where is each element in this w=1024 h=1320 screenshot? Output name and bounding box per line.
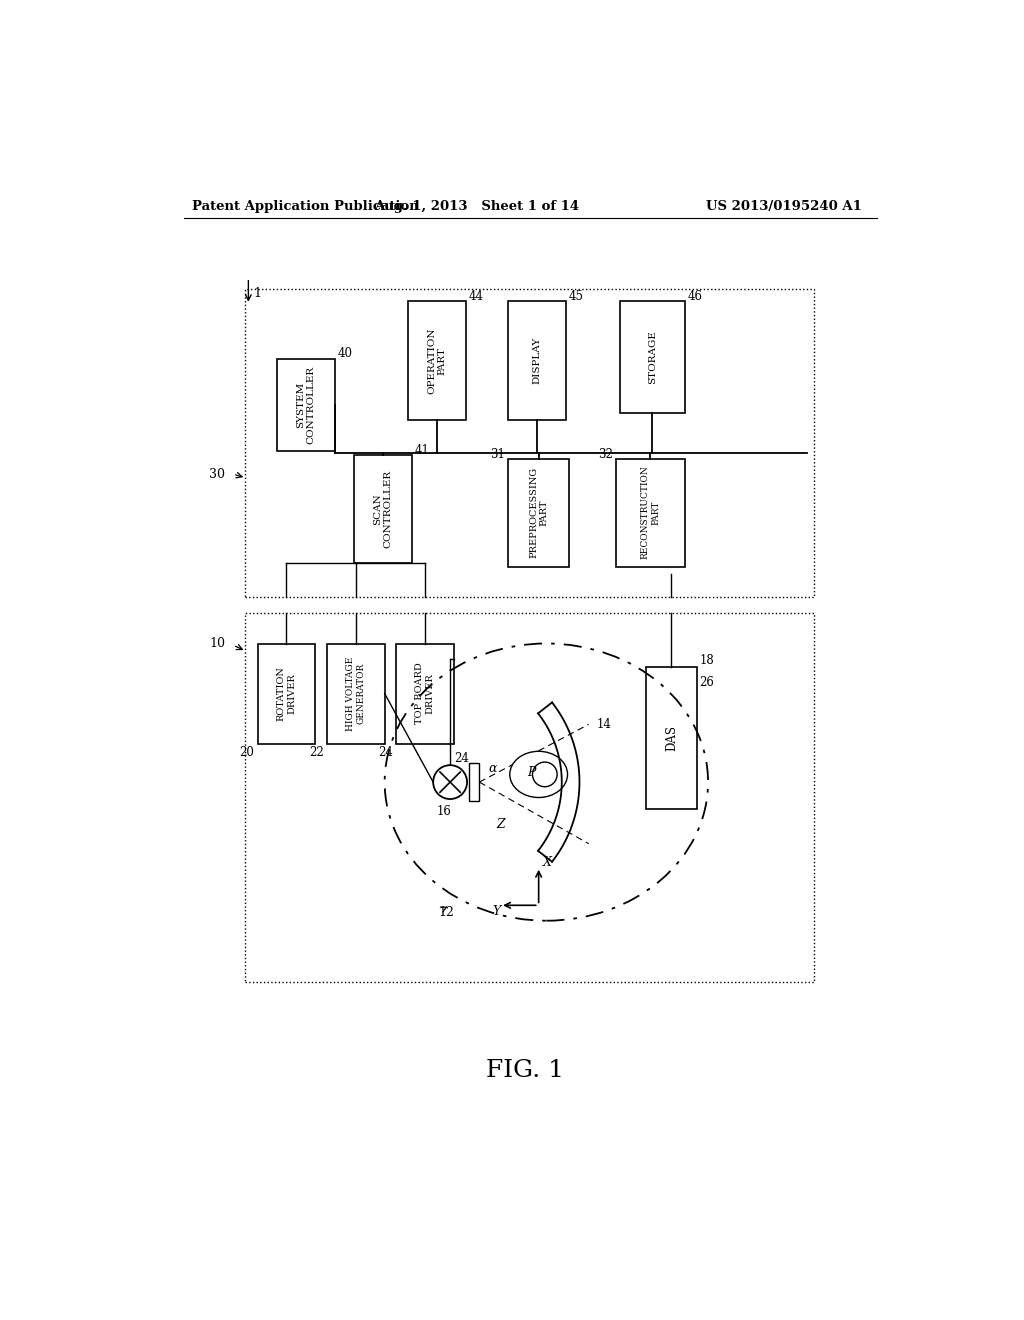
- Text: Aug. 1, 2013   Sheet 1 of 14: Aug. 1, 2013 Sheet 1 of 14: [375, 199, 580, 213]
- Text: 41: 41: [415, 444, 429, 457]
- Text: SCAN
CONTROLLER: SCAN CONTROLLER: [373, 470, 392, 548]
- Text: FIG. 1: FIG. 1: [485, 1060, 564, 1082]
- Text: RECONSTRUCTION
PART: RECONSTRUCTION PART: [641, 466, 660, 560]
- Bar: [258, 644, 315, 743]
- Text: 26: 26: [699, 676, 715, 689]
- Bar: [354, 455, 412, 562]
- Text: 12: 12: [438, 907, 455, 920]
- Text: 10: 10: [209, 638, 225, 649]
- Bar: [245, 289, 814, 598]
- Text: PREPROCESSING
PART: PREPROCESSING PART: [529, 467, 549, 558]
- Text: Z: Z: [496, 818, 505, 832]
- Bar: [508, 301, 565, 420]
- Text: 14: 14: [596, 718, 611, 731]
- Bar: [408, 301, 466, 420]
- Text: 1: 1: [254, 286, 262, 300]
- Text: 46: 46: [688, 289, 703, 302]
- Bar: [620, 301, 685, 412]
- Text: 45: 45: [568, 289, 584, 302]
- Circle shape: [433, 766, 467, 799]
- Ellipse shape: [510, 751, 567, 797]
- Text: 22: 22: [309, 746, 324, 759]
- Text: ROTATION
DRIVER: ROTATION DRIVER: [276, 667, 296, 721]
- Text: TOP BOARD
DRIVER: TOP BOARD DRIVER: [416, 663, 435, 725]
- Text: 18: 18: [699, 653, 715, 667]
- Text: X: X: [544, 857, 552, 870]
- Bar: [327, 644, 385, 743]
- Text: SYSTEM
CONTROLLER: SYSTEM CONTROLLER: [296, 366, 315, 444]
- Text: STORAGE: STORAGE: [648, 330, 656, 384]
- Text: 44: 44: [469, 289, 483, 302]
- Bar: [646, 667, 696, 809]
- Text: 20: 20: [240, 746, 255, 759]
- Text: OPERATION
PART: OPERATION PART: [427, 327, 446, 393]
- Bar: [508, 459, 569, 566]
- Text: 40: 40: [338, 347, 352, 360]
- Circle shape: [532, 762, 557, 787]
- Text: 31: 31: [489, 447, 505, 461]
- Bar: [245, 612, 814, 982]
- Text: US 2013/0195240 A1: US 2013/0195240 A1: [707, 199, 862, 213]
- Text: P: P: [526, 767, 536, 779]
- Text: Y: Y: [493, 906, 501, 917]
- Bar: [469, 763, 479, 801]
- Bar: [396, 644, 454, 743]
- Text: α: α: [488, 762, 497, 775]
- Text: 24: 24: [454, 752, 469, 766]
- Text: DAS: DAS: [665, 725, 678, 751]
- Text: Patent Application Publication: Patent Application Publication: [193, 199, 419, 213]
- Bar: [276, 359, 335, 451]
- Text: 30: 30: [209, 467, 225, 480]
- Bar: [615, 459, 685, 566]
- Text: DISPLAY: DISPLAY: [532, 337, 542, 384]
- Text: 32: 32: [598, 447, 612, 461]
- Text: HIGH VOLTAGE
GENERATOR: HIGH VOLTAGE GENERATOR: [346, 656, 366, 731]
- Text: 16: 16: [436, 805, 452, 818]
- Text: 24: 24: [378, 746, 393, 759]
